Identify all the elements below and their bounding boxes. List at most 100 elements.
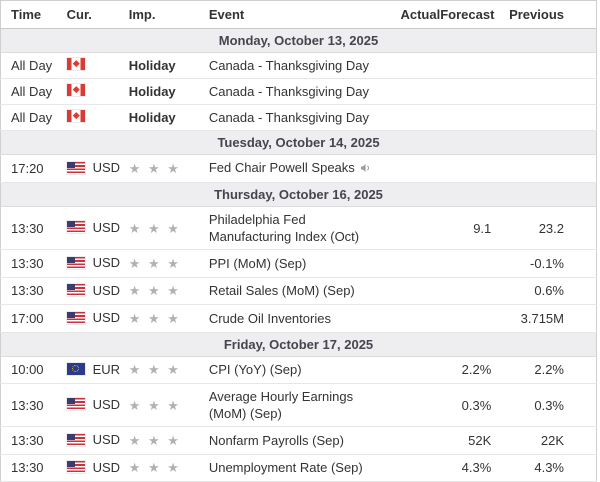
- column-header-event: Event: [208, 0, 397, 29]
- event-name[interactable]: Crude Oil Inventories: [208, 310, 331, 326]
- event-name[interactable]: Nonfarm Payrolls (Sep): [208, 432, 344, 448]
- currency-code: USD: [92, 459, 121, 475]
- forecast-value: 0.3%: [440, 383, 492, 427]
- event-name[interactable]: Unemployment Rate (Sep): [208, 460, 363, 476]
- column-header-actual: Actual: [396, 0, 441, 29]
- previous-value: -0.1%: [491, 249, 597, 278]
- event-time: All Day: [0, 104, 67, 131]
- canada-flag-icon: [66, 58, 85, 70]
- importance-label: Holiday: [128, 84, 176, 99]
- event-name[interactable]: Canada - Thanksgiving Day: [208, 84, 370, 99]
- importance-stars: ★ ★ ★: [128, 220, 181, 236]
- calendar-header-row: Time Cur. Imp. Event Actual Forecast Pre…: [0, 0, 597, 29]
- column-header-importance: Imp.: [128, 0, 209, 29]
- forecast-value: 2.2%: [440, 356, 492, 384]
- event-time: 13:30: [0, 249, 67, 278]
- actual-value: [396, 78, 441, 105]
- actual-value: [396, 383, 441, 427]
- event-row[interactable]: 13:30 USD ★ ★ ★ Unemployment Rate (Sep) …: [0, 454, 597, 482]
- column-header-previous: Previous: [491, 0, 597, 29]
- event-time: 10:00: [0, 356, 67, 384]
- us-flag-icon: [66, 433, 85, 446]
- forecast-value: [440, 78, 492, 105]
- forecast-value: [440, 52, 492, 79]
- event-row[interactable]: 10:00 EUR ★ ★ ★ CPI (YoY) (Sep) 2.2% 2.2…: [0, 356, 597, 384]
- date-section-row: Monday, October 13, 2025: [0, 28, 597, 53]
- column-header-currency: Cur.: [66, 0, 129, 29]
- eu-flag-icon: [66, 363, 85, 375]
- importance-stars: ★ ★ ★: [128, 432, 181, 448]
- previous-value: [491, 78, 597, 105]
- forecast-value: [440, 277, 492, 305]
- event-name[interactable]: Canada - Thanksgiving Day: [208, 58, 370, 73]
- canada-flag-icon: [66, 110, 85, 122]
- currency-code: USD: [92, 255, 121, 270]
- importance-stars: ★ ★ ★: [128, 362, 181, 378]
- us-flag-icon: [66, 161, 85, 174]
- event-time: All Day: [0, 52, 67, 79]
- importance-label: Holiday: [128, 58, 176, 73]
- event-name[interactable]: Canada - Thanksgiving Day: [208, 110, 370, 125]
- actual-value: [396, 52, 441, 79]
- previous-value: 4.3%: [491, 454, 597, 482]
- event-row[interactable]: 17:20 USD ★ ★ ★ Fed Chair Powell Speaks: [0, 154, 597, 183]
- importance-stars: ★ ★ ★: [128, 161, 181, 176]
- actual-value: [396, 454, 441, 482]
- currency-code: USD: [92, 160, 121, 176]
- event-row-holiday[interactable]: All Day Holiday Canada - Thanksgiving Da…: [0, 104, 597, 131]
- event-name[interactable]: Average Hourly Earnings (MoM) (Sep): [208, 389, 354, 421]
- forecast-value: [440, 249, 492, 278]
- event-row[interactable]: 13:30 USD ★ ★ ★ Philadelphia Fed Manufac…: [0, 206, 597, 250]
- speaker-icon[interactable]: [359, 161, 372, 178]
- us-flag-icon: [66, 256, 85, 269]
- forecast-value: [440, 154, 492, 183]
- previous-value: 0.6%: [491, 277, 597, 305]
- event-row[interactable]: 13:30 USD ★ ★ ★ Retail Sales (MoM) (Sep)…: [0, 277, 597, 305]
- date-section-label: Friday, October 17, 2025: [0, 331, 597, 357]
- previous-value: [491, 154, 597, 183]
- previous-value: 3.715M: [491, 304, 597, 333]
- event-name[interactable]: Retail Sales (MoM) (Sep): [208, 283, 355, 299]
- forecast-value: [440, 304, 492, 333]
- actual-value: [396, 154, 441, 183]
- previous-value: 2.2%: [491, 356, 597, 384]
- actual-value: [396, 426, 441, 455]
- actual-value: [396, 304, 441, 333]
- forecast-value: [440, 104, 492, 131]
- date-section-label: Thursday, October 16, 2025: [0, 182, 597, 207]
- us-flag-icon: [66, 398, 85, 411]
- actual-value: [396, 356, 441, 384]
- event-time: 13:30: [0, 426, 67, 455]
- event-row-holiday[interactable]: All Day Holiday Canada - Thanksgiving Da…: [0, 52, 597, 79]
- event-row[interactable]: 13:30 USD ★ ★ ★ Average Hourly Earnings …: [0, 383, 597, 427]
- event-row[interactable]: 17:00 USD ★ ★ ★ Crude Oil Inventories 3.…: [0, 304, 597, 333]
- us-flag-icon: [66, 221, 85, 234]
- event-row[interactable]: 13:30 USD ★ ★ ★ PPI (MoM) (Sep) -0.1%: [0, 249, 597, 278]
- event-time: 13:30: [0, 383, 67, 427]
- event-name[interactable]: PPI (MoM) (Sep): [208, 255, 307, 271]
- previous-value: 23.2: [491, 206, 597, 250]
- actual-value: [396, 277, 441, 305]
- us-flag-icon: [66, 311, 85, 324]
- canada-flag-icon: [66, 84, 85, 96]
- importance-stars: ★ ★ ★: [128, 310, 181, 326]
- actual-value: [396, 104, 441, 131]
- event-time: All Day: [0, 78, 67, 105]
- date-section-row: Friday, October 17, 2025: [0, 331, 597, 357]
- us-flag-icon: [66, 284, 85, 296]
- currency-code: USD: [92, 396, 121, 412]
- column-header-forecast: Forecast: [440, 0, 494, 29]
- event-name[interactable]: Philadelphia Fed Manufacturing Index (Oc…: [208, 212, 360, 244]
- event-time: 17:20: [0, 154, 67, 183]
- previous-value: 22K: [491, 426, 597, 455]
- event-name[interactable]: Fed Chair Powell Speaks: [208, 160, 355, 175]
- event-name[interactable]: CPI (YoY) (Sep): [208, 362, 302, 378]
- currency-code: USD: [92, 432, 121, 447]
- event-row[interactable]: 13:30 USD ★ ★ ★ Nonfarm Payrolls (Sep) 5…: [0, 426, 597, 455]
- importance-stars: ★ ★ ★: [128, 255, 181, 271]
- currency-code: EUR: [92, 361, 121, 377]
- date-section-row: Tuesday, October 14, 2025: [0, 130, 597, 155]
- importance-stars: ★ ★ ★: [128, 397, 181, 413]
- column-header-time: Time: [0, 0, 67, 29]
- event-row-holiday[interactable]: All Day Holiday Canada - Thanksgiving Da…: [0, 78, 597, 105]
